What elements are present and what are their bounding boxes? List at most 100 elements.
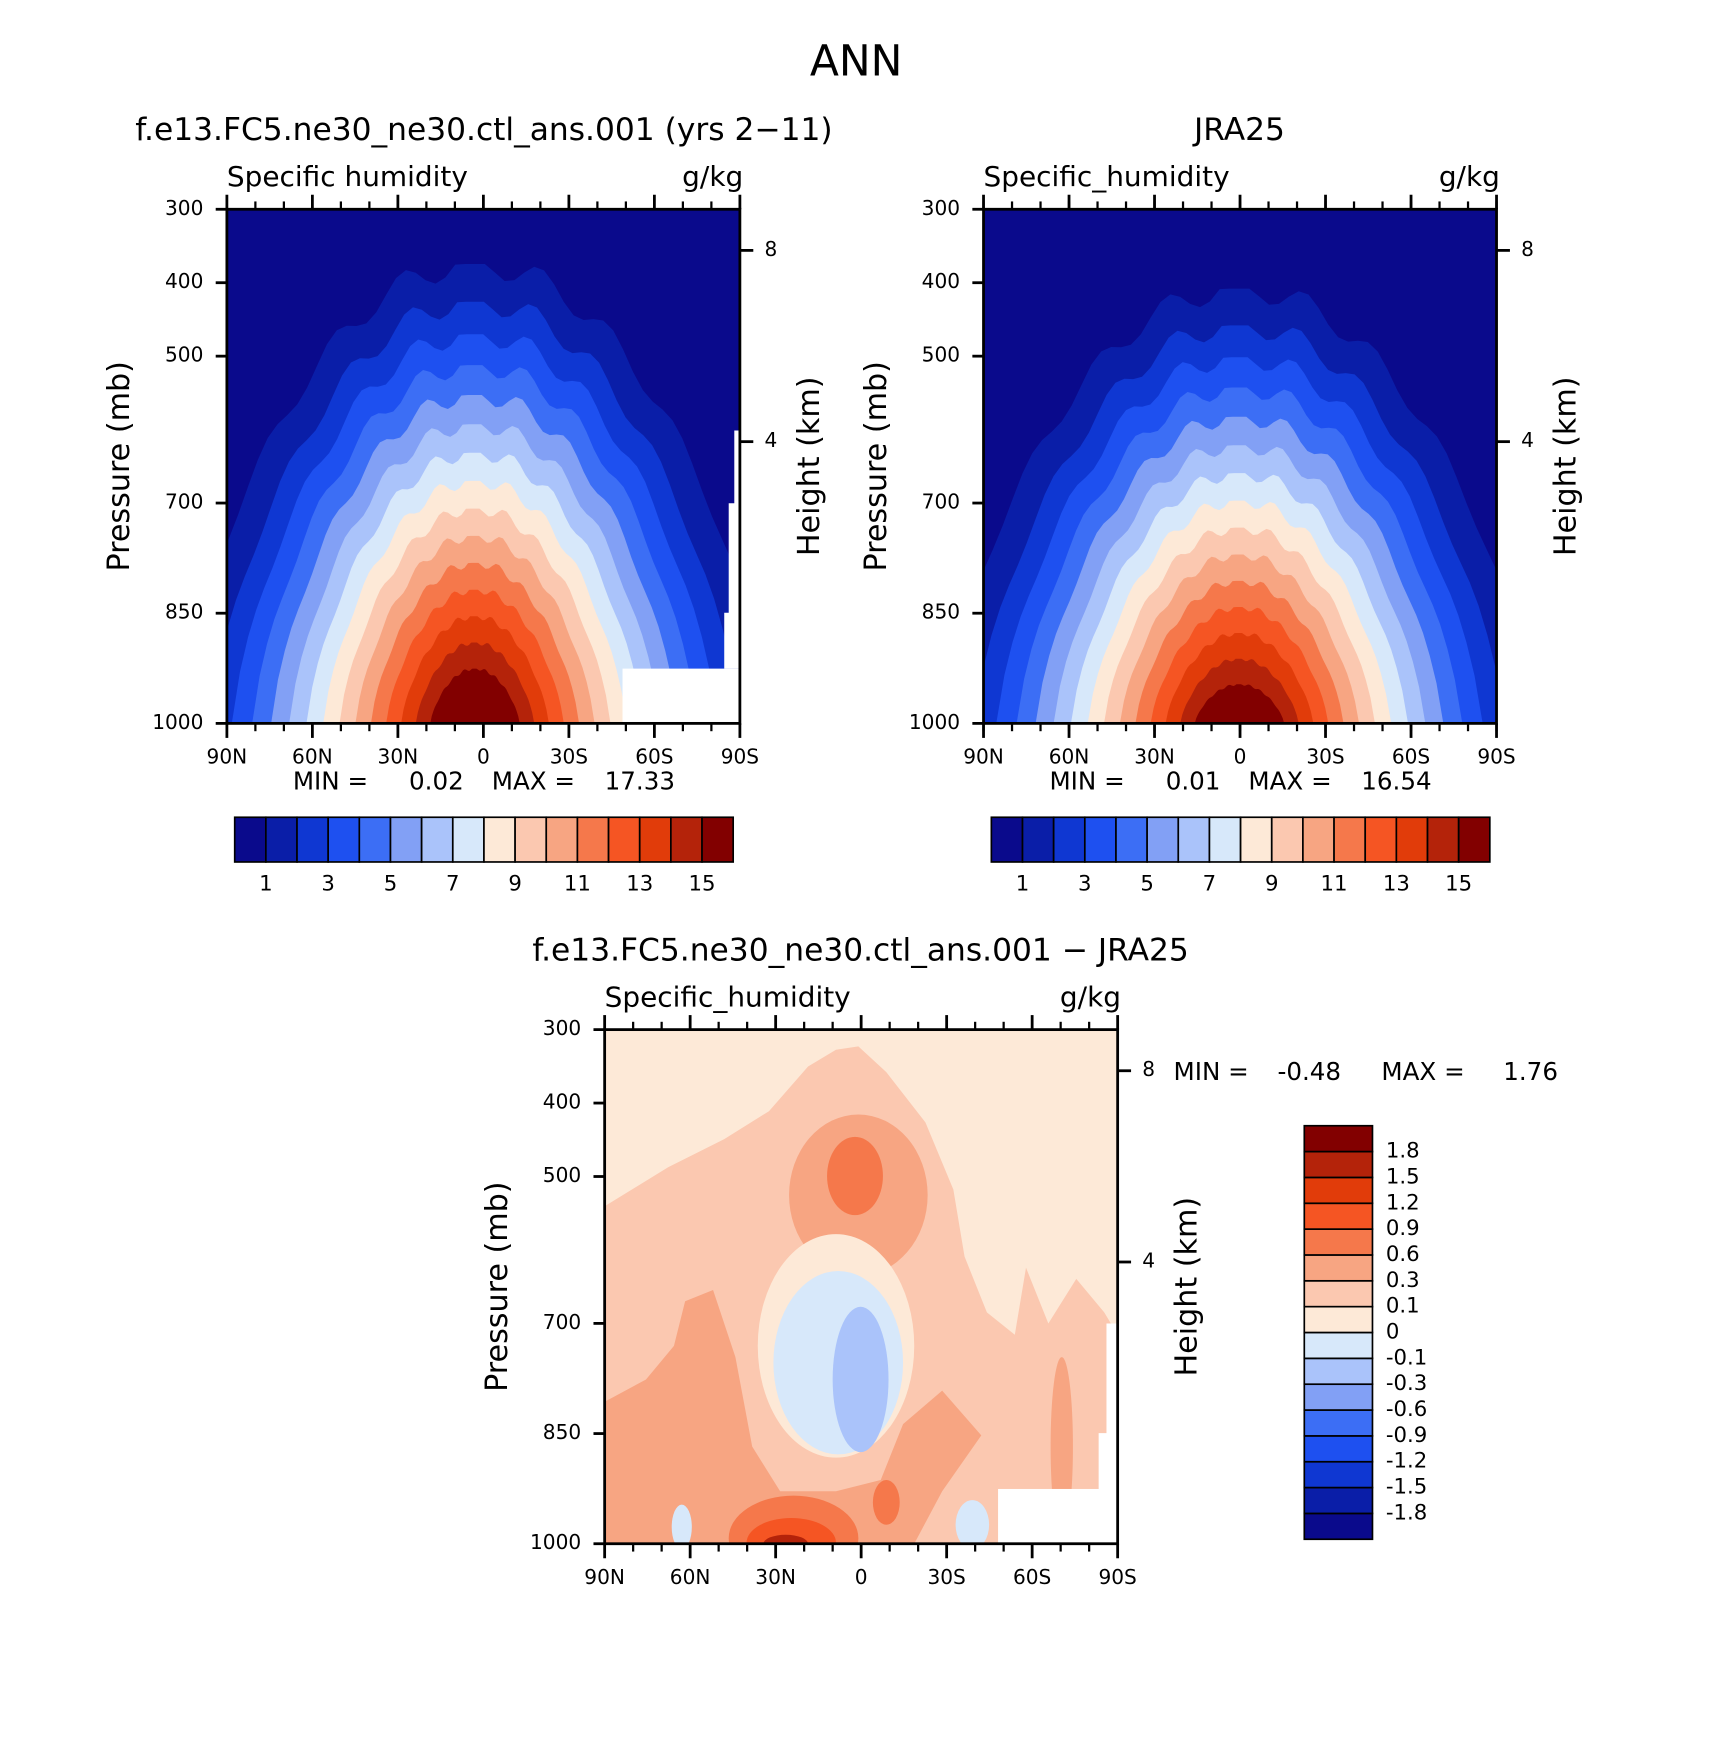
colorbar-label: 7 — [1203, 871, 1217, 896]
y2-tick-label: 8 — [1142, 1057, 1155, 1081]
left-string: Specific_humidity — [605, 980, 851, 1013]
y-axis-label: Pressure (mb) — [480, 1181, 515, 1391]
colorbar-box — [1303, 1228, 1374, 1256]
max-value: 1.76 — [1503, 1057, 1558, 1086]
colorbar-label: -0.1 — [1386, 1345, 1427, 1370]
colorbar-box — [1177, 816, 1211, 863]
panel: 90N 60N 30N 0 30S 60S 90S 300 400 500 700 850 1000 8 4… — [480, 932, 1558, 1589]
colorbar-label: 11 — [564, 871, 591, 896]
y-axis-label: Pressure (mb) — [859, 361, 894, 571]
colorbar-label: 0.3 — [1386, 1268, 1420, 1293]
colorbar-label: -1.8 — [1386, 1500, 1427, 1525]
colorbar-label: 5 — [384, 871, 398, 896]
colorbar-box — [1395, 816, 1429, 863]
contour-field — [604, 1029, 1118, 1544]
contour-band — [763, 1534, 809, 1544]
colorbar-box — [670, 816, 703, 863]
colorbar-box — [233, 816, 267, 863]
colorbar-box — [1239, 816, 1273, 863]
colorbar-label: 1 — [259, 871, 273, 896]
colorbar-box — [1303, 1176, 1374, 1205]
y-axis-label: Pressure (mb) — [102, 361, 137, 571]
colorbar-label: 9 — [1265, 871, 1279, 896]
colorbar-box — [1303, 1124, 1374, 1153]
colorbar-label: 1.8 — [1386, 1139, 1420, 1164]
colorbar-label: -0.6 — [1386, 1397, 1427, 1422]
x-tick-label: 30N — [378, 745, 419, 769]
colorbar-box — [607, 816, 641, 863]
panel: 90N 60N 30N 0 30S 60S 90S 300 400 500 700 850 1000 8 4… — [102, 112, 832, 896]
colorbar-label: 15 — [689, 871, 716, 896]
colorbar-label: 1.2 — [1386, 1190, 1420, 1215]
colorbar-label: 13 — [1383, 871, 1410, 896]
colorbar-box — [1457, 816, 1491, 863]
contour-band — [827, 1136, 883, 1216]
contour-band — [671, 1504, 692, 1544]
colorbar-box — [265, 816, 298, 863]
colorbar-box — [638, 816, 672, 863]
colorbar-label: -1.2 — [1386, 1449, 1427, 1474]
x-tick-label: 60S — [635, 745, 673, 769]
colorbar-box — [1303, 1279, 1374, 1308]
colorbar-box — [327, 816, 361, 863]
y2-tick-label: 8 — [1521, 237, 1534, 261]
x-tick-label: 30S — [927, 1565, 965, 1589]
left-string: Specific_humidity — [984, 160, 1230, 193]
x-tick-label: 30N — [1134, 745, 1175, 769]
x-tick-label: 90N — [584, 1565, 625, 1589]
max-label: MAX = — [492, 767, 575, 796]
y2-tick-label: 4 — [1142, 1249, 1155, 1273]
y2-axis-label: Height (km) — [1548, 376, 1583, 556]
x-tick-label: 60N — [1049, 745, 1090, 769]
colorbar-label: 3 — [1078, 871, 1092, 896]
panel-title: f.e13.FC5.ne30_ne30.ctl_ans.001 − JRA25 — [532, 932, 1188, 968]
colorbar-label: 15 — [1445, 871, 1472, 896]
colorbar-box — [1303, 1486, 1374, 1515]
colorbar-label: 7 — [446, 871, 460, 896]
y-tick-label: 500 — [922, 343, 960, 367]
colorbar-box — [1146, 816, 1180, 863]
y-tick-label: 850 — [165, 600, 203, 624]
colorbar-label: 5 — [1140, 871, 1154, 896]
x-tick-label: 90S — [1098, 1565, 1136, 1589]
max-label: MAX = — [1381, 1057, 1464, 1086]
y-tick-label: 500 — [543, 1163, 581, 1187]
colorbar-box — [1208, 816, 1242, 863]
y-tick-label: 300 — [165, 196, 203, 220]
y-tick-label: 400 — [165, 269, 203, 293]
contour-field — [983, 209, 1497, 724]
min-label: MIN = — [1174, 1057, 1249, 1086]
units: g/kg — [1060, 980, 1121, 1013]
colorbar-box — [514, 816, 548, 863]
colorbar-box — [1302, 816, 1335, 863]
colorbar-label: 9 — [508, 871, 522, 896]
figure-title: ANN — [810, 37, 903, 86]
colorbar-box — [1303, 1409, 1374, 1437]
x-tick-label: 90N — [963, 745, 1004, 769]
units: g/kg — [682, 160, 743, 193]
y2-tick-label: 4 — [1521, 428, 1534, 452]
min-value: 0.01 — [1166, 767, 1221, 796]
y-tick-label: 300 — [922, 196, 960, 220]
colorbar-box — [1303, 1357, 1374, 1386]
colorbar-box — [1052, 816, 1086, 863]
colorbar-label: 1.5 — [1386, 1164, 1420, 1189]
colorbar-box — [1303, 1254, 1374, 1282]
colorbar-box — [701, 816, 735, 863]
units: g/kg — [1439, 160, 1500, 193]
colorbar-label: 0 — [1386, 1320, 1400, 1345]
colorbar-label: 1 — [1016, 871, 1030, 896]
colorbar-box — [1303, 1512, 1374, 1541]
colorbar-label: 13 — [626, 871, 653, 896]
y2-tick-label: 4 — [764, 428, 777, 452]
colorbar-box — [576, 816, 610, 863]
colorbar-box — [1303, 1150, 1374, 1179]
y-tick-label: 300 — [543, 1016, 581, 1040]
x-tick-label: 60S — [1392, 745, 1430, 769]
colorbar-box — [1270, 816, 1304, 863]
colorbar-label: -0.9 — [1386, 1423, 1427, 1448]
x-tick-label: 0 — [855, 1565, 868, 1589]
colorbar-box — [1303, 1202, 1374, 1230]
left-string: Specific humidity — [227, 160, 468, 193]
